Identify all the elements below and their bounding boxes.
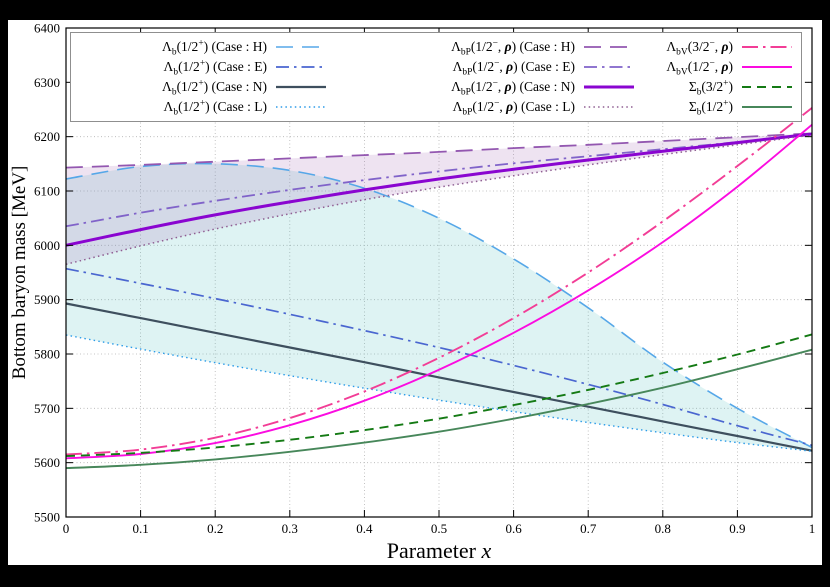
legend-column-2: ΛbV(3/2−, ρ) ΛbV(1/2−, ρ) Σb(3/2+) Σb(1/2+): [635, 37, 793, 117]
series-line-lbp_L: [65, 134, 813, 266]
x-tick-label: 0.2: [207, 521, 223, 536]
series-line-lbv32: [65, 107, 813, 456]
x-tick-label: 0.9: [729, 521, 745, 536]
y-tick-label: 6200: [34, 129, 60, 144]
legend-item-lb_H: Λb(1/2+) (Case : H): [79, 37, 327, 57]
legend-item-lbv12: ΛbV(1/2−, ρ): [635, 57, 793, 77]
y-tick-label: 5500: [34, 510, 60, 525]
legend-label-lbp_E: ΛbP(1/2−, ρ) (Case : E): [452, 58, 575, 78]
x-tick-label: 0.6: [505, 521, 522, 536]
legend-line-sample-lbp_H: [584, 46, 634, 48]
series-line-lbv12: [65, 123, 813, 460]
legend-item-sb12: Σb(1/2+): [635, 97, 793, 117]
series-line-lb_N: [65, 302, 813, 452]
x-tick-label: 0.7: [580, 521, 597, 536]
legend-label-sb32: Σb(3/2+): [688, 78, 733, 98]
region-lb_H-lb_L: [66, 163, 812, 452]
series-line-lb_E: [65, 267, 813, 447]
legend-line-sample-lbp_L: [584, 106, 634, 108]
x-tick-label: 0.8: [655, 521, 671, 536]
legend-item-lbp_E: ΛbP(1/2−, ρ) (Case : E): [327, 57, 635, 77]
legend-line-sample-lb_E: [276, 66, 326, 68]
legend-line-sample-lbp_E: [584, 66, 634, 68]
legend-label-lbp_L: ΛbP(1/2−, ρ) (Case : L): [452, 98, 575, 118]
legend-line-sample-sb12: [742, 106, 792, 108]
x-axis-label: Parameter x: [387, 538, 492, 563]
legend-label-lb_E: Λb(1/2+) (Case : E): [163, 58, 267, 78]
legend-line-sample-lb_H: [276, 46, 326, 48]
legend-line-sample-lbv32: [742, 46, 792, 48]
legend-item-lb_N: Λb(1/2+) (Case : N): [79, 77, 327, 97]
x-tick-label: 0.1: [132, 521, 148, 536]
plot-area: 0 0.1 0.2 0.3 0.4 0.5 0.6 0.7 0.8 0.9 1 5500 5600 570…: [8, 20, 822, 565]
y-axis-label: Bottom baryon mass [MeV]: [9, 166, 30, 380]
x-tick-label: 0.4: [356, 521, 373, 536]
y-tick-label: 6400: [34, 21, 60, 36]
legend-label-lb_H: Λb(1/2+) (Case : H): [162, 38, 267, 58]
legend-label-lb_L: Λb(1/2+) (Case : L): [163, 98, 267, 118]
legend-label-lbv32: ΛbV(3/2−, ρ): [666, 38, 733, 58]
chart-canvas: 0 0.1 0.2 0.3 0.4 0.5 0.6 0.7 0.8 0.9 1 5500 5600 570…: [9, 21, 816, 564]
series-line-lbp_N: [65, 132, 813, 247]
legend-item-lb_L: Λb(1/2+) (Case : L): [79, 97, 327, 117]
y-tick-label: 6100: [34, 184, 60, 199]
x-tick-label: 0.5: [431, 521, 447, 536]
legend-line-sample-lbp_N: [584, 85, 634, 89]
legend-line-sample-lbv12: [742, 66, 792, 68]
series-line-lbp_H: [65, 132, 813, 169]
series-line-lbp_E: [65, 133, 813, 228]
legend-item-sb32: Σb(3/2+): [635, 77, 793, 97]
legend-line-sample-lb_L: [276, 106, 326, 108]
x-tick-label: 1: [809, 521, 816, 536]
y-tick-label: 5900: [34, 292, 60, 307]
legend-item-lbp_L: ΛbP(1/2−, ρ) (Case : L): [327, 97, 635, 117]
legend-label-lbp_H: ΛbP(1/2−, ρ) (Case : H): [451, 38, 575, 58]
x-tick-label: 0: [63, 521, 70, 536]
series-line-sb12: [65, 348, 813, 470]
x-tick-label: 0.3: [282, 521, 298, 536]
y-tick-label: 6300: [34, 75, 60, 90]
legend-line-sample-lb_N: [276, 85, 326, 89]
legend-label-lbp_N: ΛbP(1/2−, ρ) (Case : N): [451, 78, 575, 98]
y-tick-label: 5700: [34, 401, 60, 416]
y-tick-label: 5800: [34, 347, 60, 362]
legend-line-sample-sb32: [742, 86, 792, 88]
legend-label-lb_N: Λb(1/2+) (Case : N): [162, 78, 267, 98]
legend-item-lbp_N: ΛbP(1/2−, ρ) (Case : N): [327, 77, 635, 97]
legend-column-1: ΛbP(1/2−, ρ) (Case : H) ΛbP(1/2−, ρ) (Cas…: [327, 37, 635, 117]
legend-label-sb12: Σb(1/2+): [688, 98, 733, 118]
y-tick-label: 6000: [34, 238, 60, 253]
legend-label-lbv12: ΛbV(1/2−, ρ): [666, 58, 733, 78]
legend-item-lb_E: Λb(1/2+) (Case : E): [79, 57, 327, 77]
legend-item-lbv32: ΛbV(3/2−, ρ): [635, 37, 793, 57]
legend: Λb(1/2+) (Case : H) Λb(1/2+) (Case : E) Λb…: [70, 32, 802, 122]
legend-column-0: Λb(1/2+) (Case : H) Λb(1/2+) (Case : E) Λb…: [79, 37, 327, 117]
y-tick-label: 5600: [34, 455, 60, 470]
series-line-sb32: [65, 333, 813, 458]
legend-item-lbp_H: ΛbP(1/2−, ρ) (Case : H): [327, 37, 635, 57]
